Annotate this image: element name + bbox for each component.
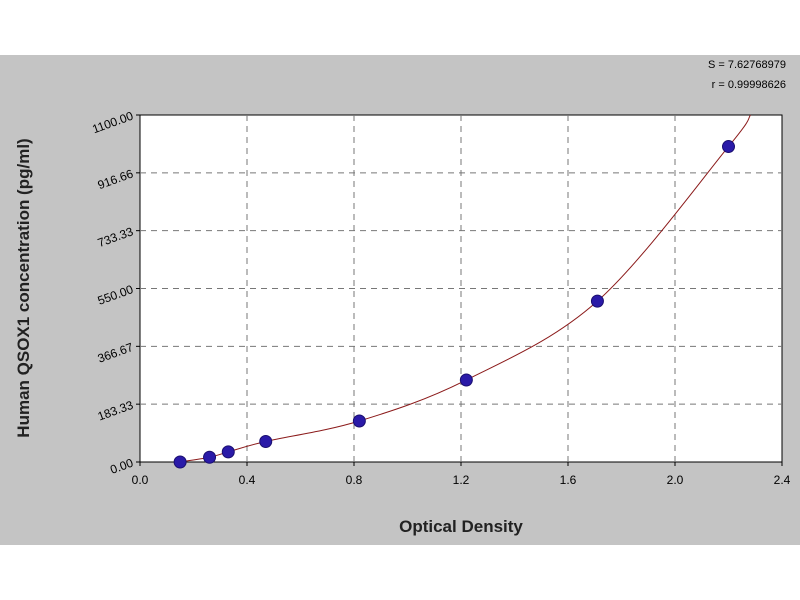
chart-panel: 0.0 0.4 0.8 1.2 1.6 2.0 2.4 0.00 183.33 366.67 550… <box>0 55 800 545</box>
data-point <box>459 373 473 387</box>
data-point <box>173 455 187 469</box>
x-tick-label: 2.4 <box>774 473 791 487</box>
data-points <box>173 140 735 469</box>
y-tick-label: 1100.00 <box>90 109 135 137</box>
data-point <box>203 450 217 464</box>
data-point <box>221 445 235 459</box>
x-axis-title: Optical Density <box>399 517 523 536</box>
y-tick-label: 366.67 <box>96 340 136 366</box>
data-point <box>259 434 273 448</box>
stat-s: S = 7.62768979 <box>708 59 786 71</box>
data-point <box>352 414 366 428</box>
y-axis-title: Human QSOX1 concentration (pg/ml) <box>14 138 33 437</box>
y-tick-label: 550.00 <box>96 282 136 308</box>
grid-layer <box>140 115 782 462</box>
x-tick-label: 0.8 <box>346 473 363 487</box>
y-tick-label: 183.33 <box>96 398 136 424</box>
x-tick-label: 0.4 <box>239 473 256 487</box>
x-tick-label: 1.6 <box>560 473 577 487</box>
x-tick-label: 1.2 <box>453 473 470 487</box>
chart-svg: 0.0 0.4 0.8 1.2 1.6 2.0 2.40.00183.33366.67550… <box>14 59 791 536</box>
stat-r: r = 0.99998626 <box>712 79 786 91</box>
y-tick-label: 916.66 <box>96 166 136 192</box>
x-tick-label: 2.0 <box>667 473 684 487</box>
data-point <box>590 294 604 308</box>
y-tick-label: 733.33 <box>96 224 136 250</box>
data-point <box>722 140 735 154</box>
x-tick-label: 0.0 <box>132 473 149 487</box>
